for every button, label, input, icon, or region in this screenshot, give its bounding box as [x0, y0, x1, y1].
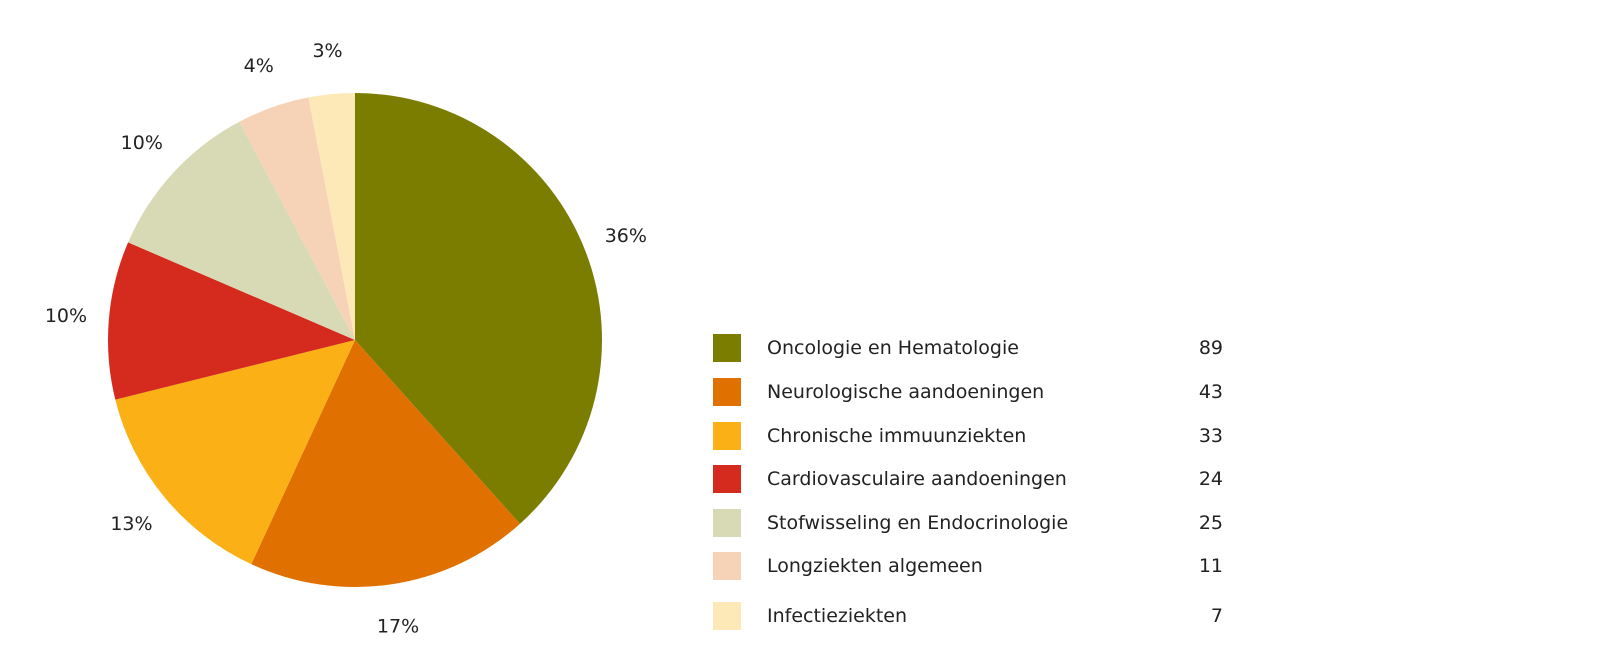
legend-label: Infectieziekten	[767, 605, 908, 627]
legend-count: 43	[1198, 381, 1223, 403]
pie-slice-1	[355, 93, 602, 524]
legend-label: Neurologische aandoeningen	[767, 381, 1045, 403]
percent-label-5: 10%	[121, 132, 163, 154]
legend-item: Stofwisseling en Endocrinologie 25	[713, 508, 1223, 538]
legend-count: 25	[1198, 512, 1223, 534]
legend-count: 89	[1198, 337, 1223, 359]
legend-label: Stofwisseling en Endocrinologie	[767, 512, 1069, 534]
percent-label-7: 3%	[312, 40, 342, 62]
legend-label: Longziekten algemeen	[767, 555, 983, 577]
percent-label-6: 4%	[244, 55, 274, 77]
pie-slice-5	[128, 121, 355, 340]
legend-swatch	[713, 602, 741, 630]
legend-label: Chronische immuunziekten	[767, 425, 1027, 447]
percent-label-3: 13%	[110, 513, 152, 535]
legend-item: Oncologie en Hematologie 89	[713, 333, 1223, 363]
pie-slice-6	[239, 97, 355, 341]
legend-item: Chronische immuunziekten 33	[713, 421, 1223, 451]
legend-item: Cardiovasculaire aandoeningen 24	[713, 464, 1223, 494]
legend-swatch	[713, 378, 741, 406]
legend-count: 33	[1198, 425, 1223, 447]
legend-swatch	[713, 465, 741, 493]
pie-slice-7	[308, 93, 355, 340]
pie-slice-4	[107, 242, 355, 400]
pie-slice-3	[115, 340, 356, 565]
percent-label-4: 10%	[45, 305, 87, 327]
percent-label-2: 17%	[377, 615, 419, 637]
legend-label: Oncologie en Hematologie	[767, 337, 1019, 359]
legend-item: Longziekten algemeen 11	[713, 551, 1223, 581]
legend-count: 7	[1210, 605, 1223, 627]
legend-count: 11	[1198, 555, 1223, 577]
legend-item: Neurologische aandoeningen 43	[713, 377, 1223, 407]
pie-slices	[107, 93, 602, 587]
legend-label: Cardiovasculaire aandoeningen	[767, 468, 1067, 490]
legend-item: Infectieziekten 7	[713, 601, 1223, 631]
percent-label-1: 36%	[605, 225, 647, 247]
pie-slice-2	[251, 340, 520, 587]
legend-count: 24	[1198, 468, 1223, 490]
legend-swatch	[713, 552, 741, 580]
legend-swatch	[713, 422, 741, 450]
legend-swatch	[713, 334, 741, 362]
percent-labels: 36% 17% 13% 10% 10% 4% 3%	[45, 40, 647, 637]
legend-swatch	[713, 509, 741, 537]
